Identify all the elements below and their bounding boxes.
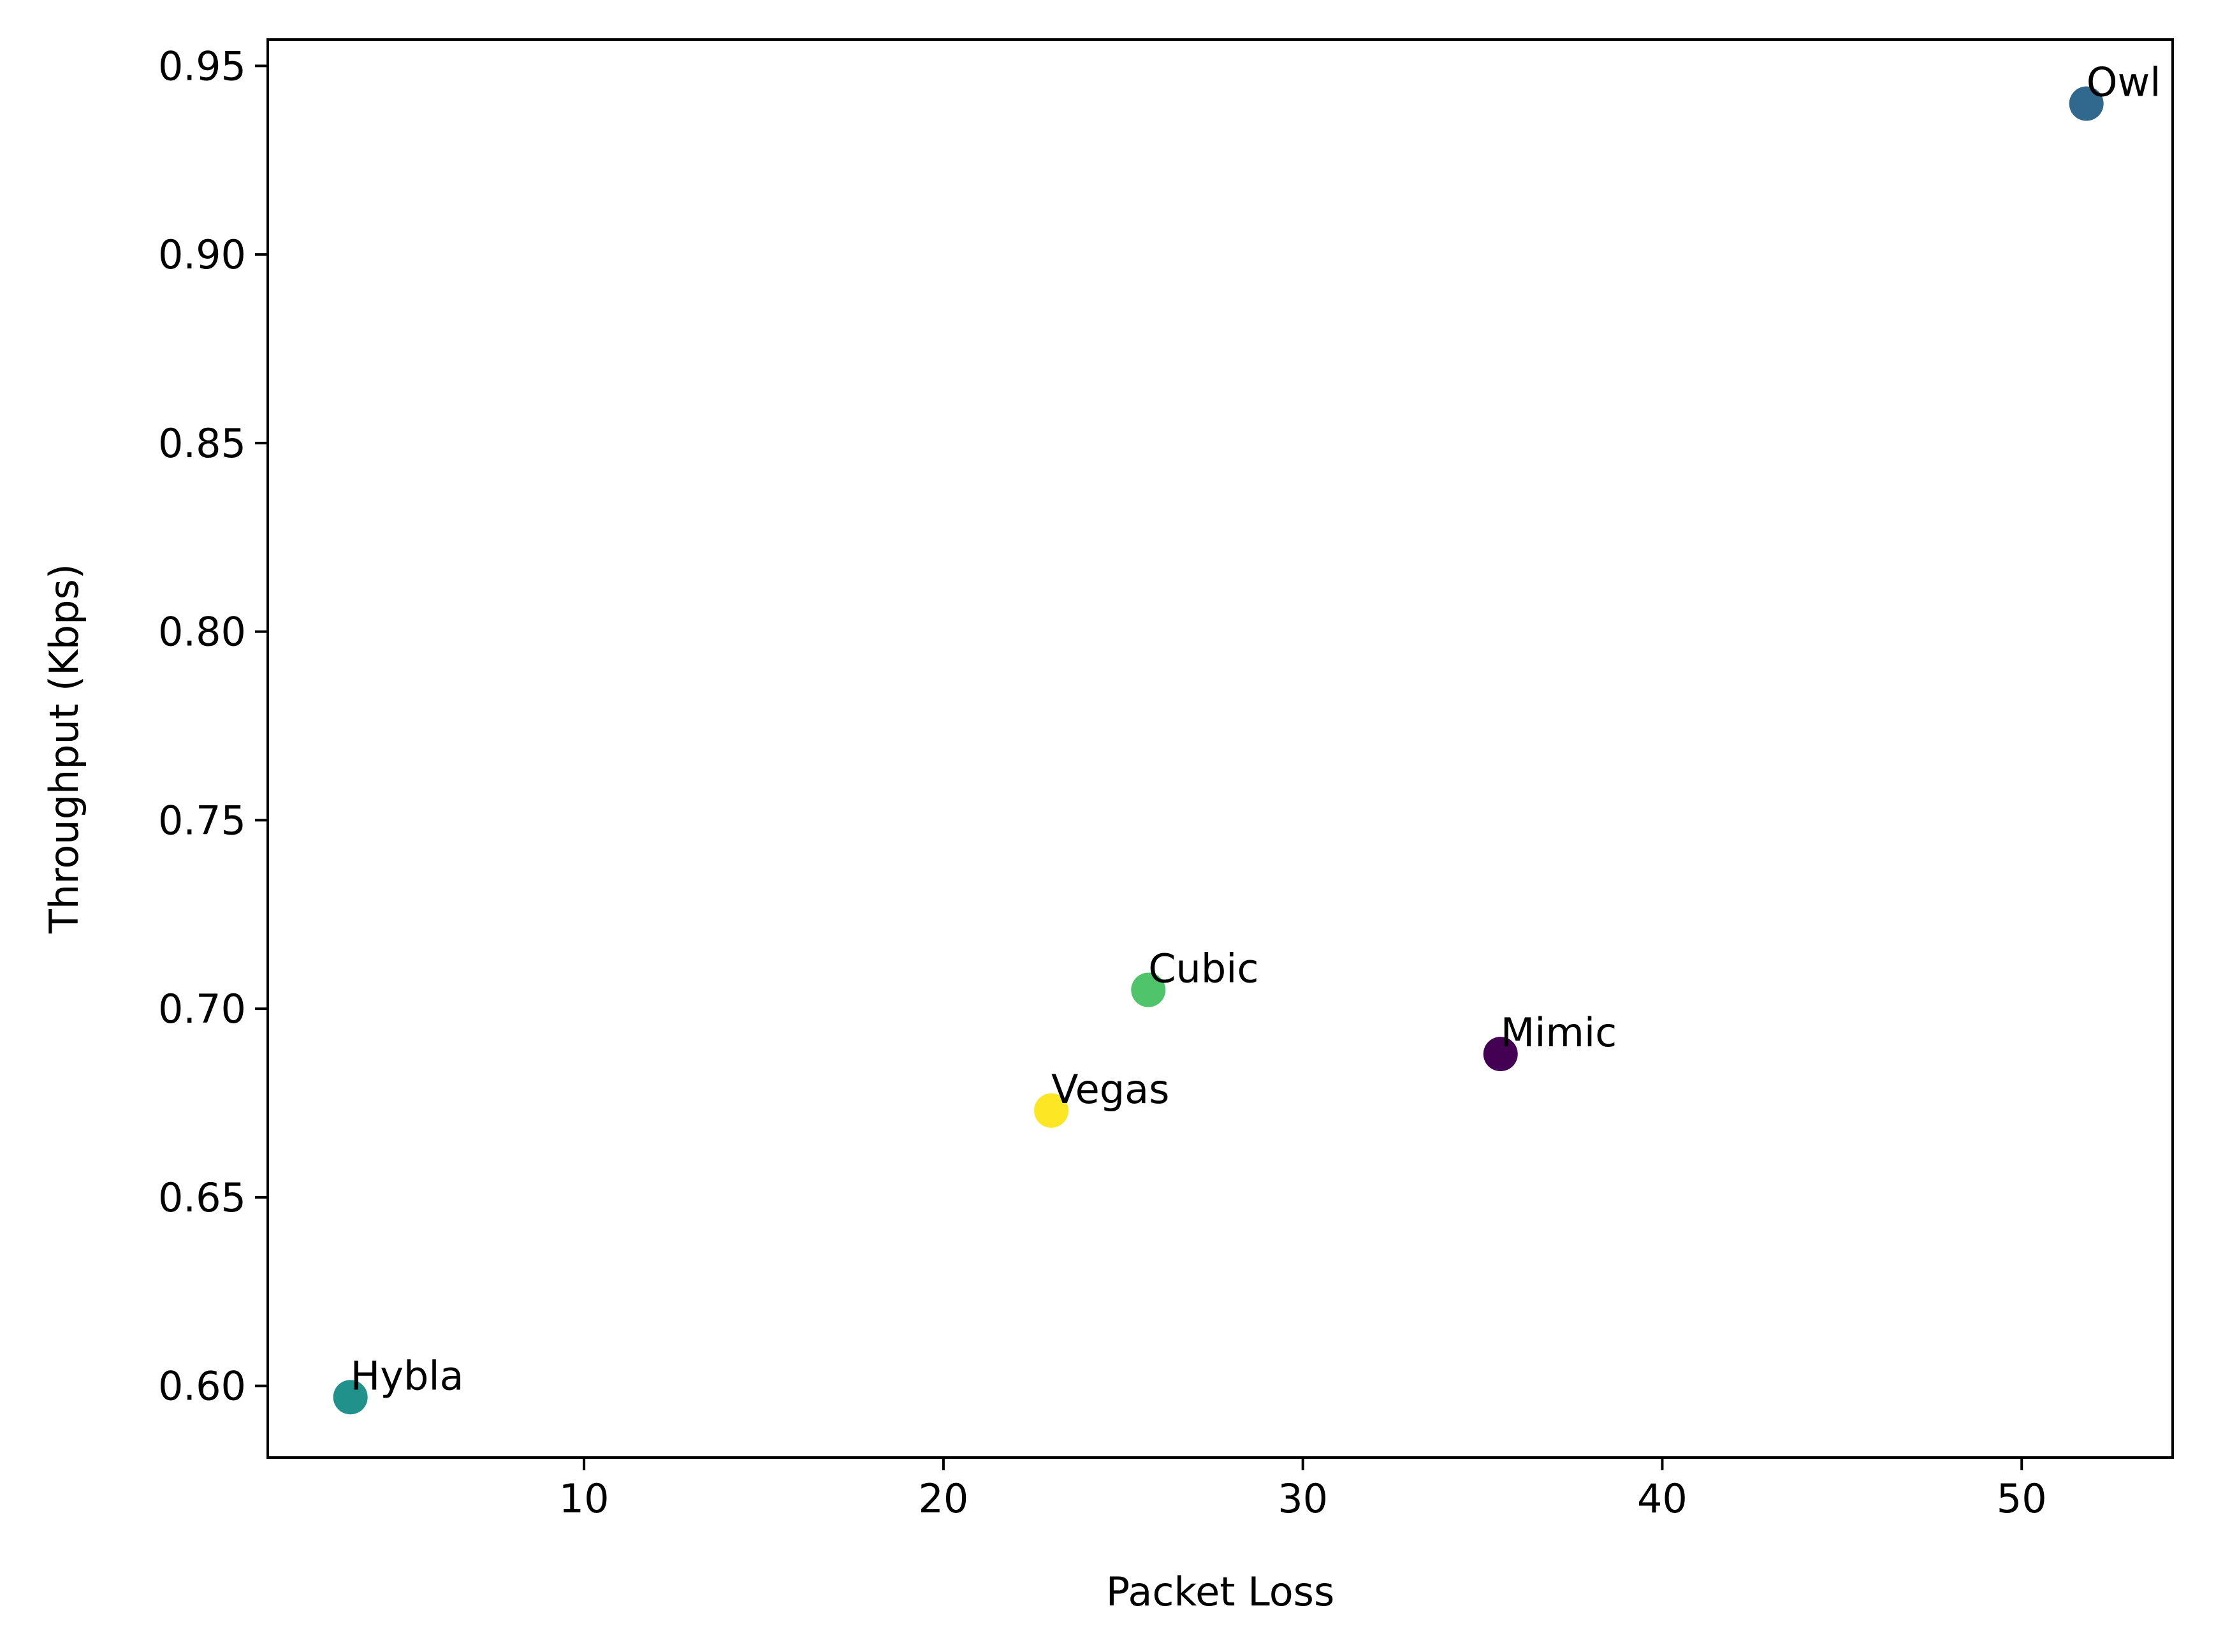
x-tick-label: 20 bbox=[918, 1475, 968, 1522]
y-axis-ticks: 0.60 0.65 0.70 0.75 0.80 0.85 0.90 0.95 bbox=[158, 43, 268, 1410]
point-labels: Owl Cubic Mimic Vegas Hybla bbox=[351, 59, 2161, 1400]
y-tick-label: 0.65 bbox=[158, 1174, 246, 1221]
data-point-owl bbox=[2069, 86, 2104, 121]
plot-frame bbox=[266, 38, 2174, 1459]
x-tick-label: 50 bbox=[1997, 1475, 2047, 1522]
y-tick-label: 0.90 bbox=[158, 231, 246, 278]
x-tick-label: 10 bbox=[559, 1475, 609, 1522]
y-tick-label: 0.75 bbox=[158, 797, 246, 844]
y-tick-label: 0.95 bbox=[158, 43, 246, 89]
x-axis-label: Packet Loss bbox=[1106, 1568, 1335, 1615]
point-label-cubic: Cubic bbox=[1148, 946, 1258, 992]
y-tick-label: 0.70 bbox=[158, 986, 246, 1032]
x-tick-label: 30 bbox=[1278, 1475, 1328, 1522]
point-label-owl: Owl bbox=[2087, 59, 2161, 106]
y-tick-label: 0.85 bbox=[158, 420, 246, 467]
point-label-mimic: Mimic bbox=[1501, 1009, 1617, 1056]
data-point-vegas bbox=[1034, 1093, 1069, 1128]
data-point-mimic bbox=[1483, 1037, 1518, 1072]
point-label-hybla: Hybla bbox=[351, 1352, 464, 1399]
x-axis-ticks: 10 20 30 40 50 bbox=[559, 1458, 2047, 1522]
data-point-cubic bbox=[1131, 972, 1166, 1007]
y-tick-label: 0.80 bbox=[158, 609, 246, 655]
data-point-hybla bbox=[333, 1380, 368, 1415]
y-axis-label: Throughput (Kbps) bbox=[41, 564, 87, 934]
y-tick-label: 0.60 bbox=[158, 1363, 246, 1410]
point-label-vegas: Vegas bbox=[1051, 1066, 1169, 1113]
data-points bbox=[333, 86, 2104, 1415]
x-tick-label: 40 bbox=[1637, 1475, 1688, 1522]
